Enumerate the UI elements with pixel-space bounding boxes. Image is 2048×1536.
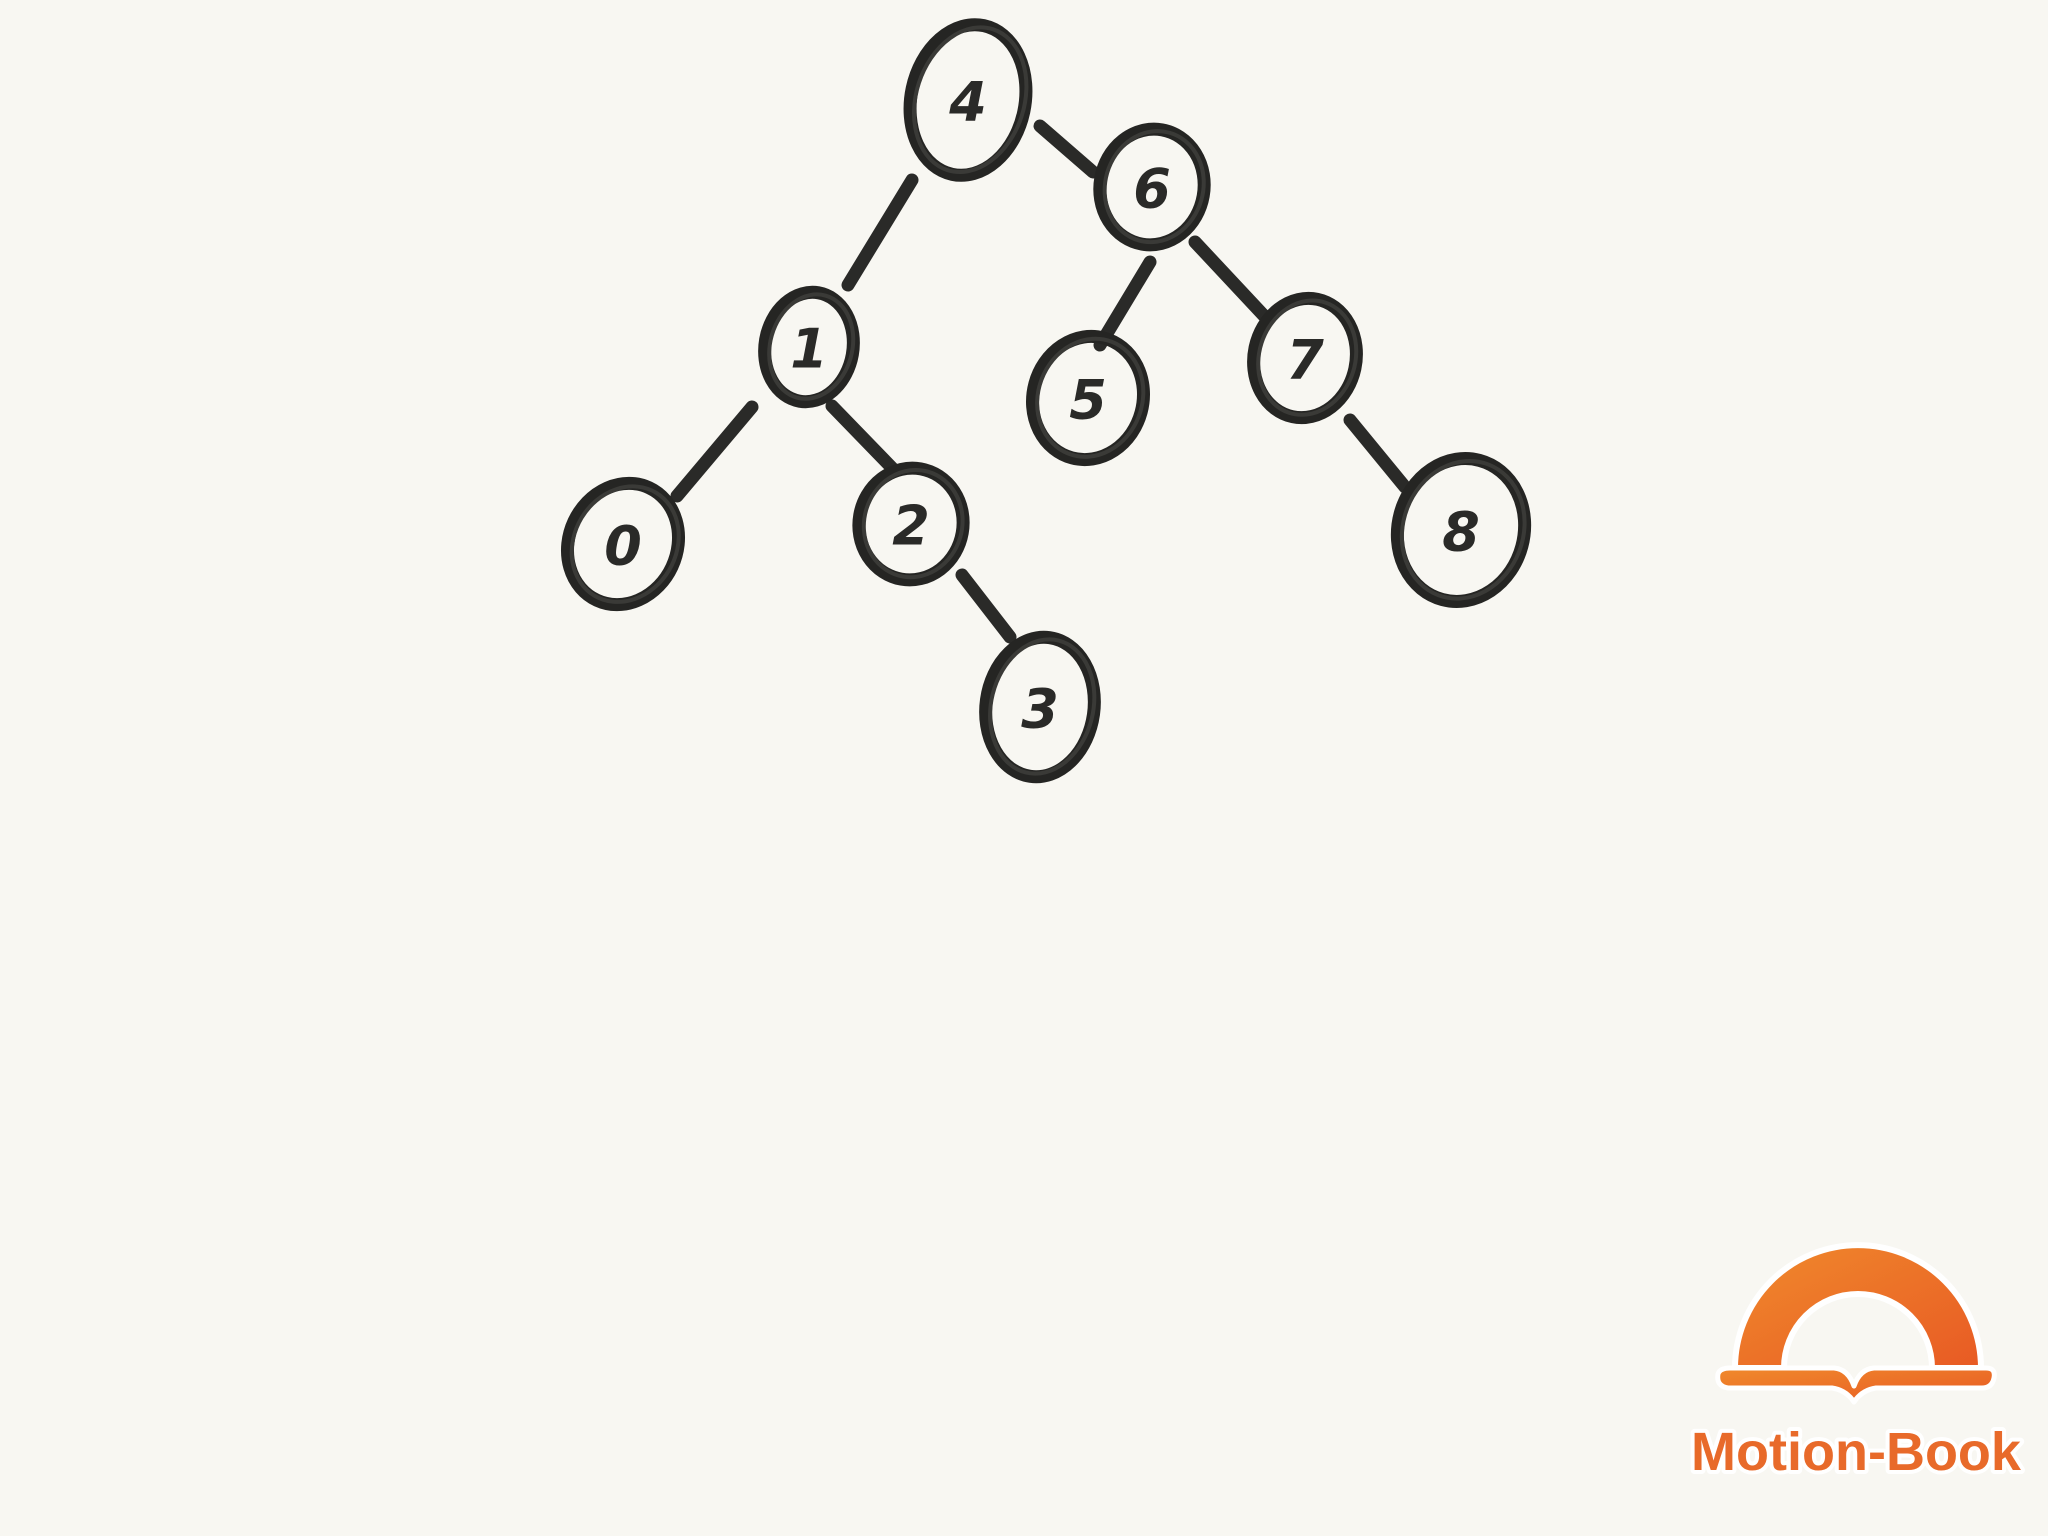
tree-node-3: 3 (979, 630, 1101, 784)
edges (670, 119, 1412, 644)
edge-1-2 (825, 399, 902, 478)
edge-7-8 (1343, 413, 1412, 494)
tree-node-0: 0 (560, 476, 686, 612)
node-label: 0 (604, 515, 642, 578)
tree-node-8: 8 (1390, 452, 1532, 608)
tree-node-4: 4 (903, 18, 1033, 182)
tree-node-1: 1 (758, 285, 860, 409)
node-circle-stroke (767, 292, 856, 401)
edge-2-3 (955, 568, 1017, 644)
node-label: 5 (1069, 369, 1107, 432)
node-circle-stroke (861, 467, 965, 580)
edge-1-0 (670, 400, 759, 503)
node-label: 8 (1442, 501, 1480, 564)
node-circle-stroke (1102, 129, 1206, 245)
node-circle-stroke (911, 25, 1029, 174)
node-circle-stroke (1035, 336, 1146, 459)
node-label: 3 (1021, 678, 1059, 741)
edge-6-7 (1188, 235, 1275, 327)
logo-arch-icon (1732, 1242, 1984, 1371)
tree-node-2: 2 (852, 461, 970, 587)
edge-4-1 (841, 173, 919, 292)
node-circle-stroke (1256, 298, 1359, 417)
node-label: 1 (790, 318, 828, 381)
motion-book-logo: Motion-Book (1687, 1242, 2026, 1486)
logo-book-icon (1715, 1365, 1997, 1405)
node-label: 4 (948, 71, 987, 134)
tree-node-6: 6 (1093, 122, 1211, 252)
tree-node-7: 7 (1247, 291, 1363, 425)
node-label: 7 (1286, 329, 1324, 392)
tree-node-5: 5 (1026, 329, 1150, 467)
logo-text: Motion-Book (1691, 1422, 2022, 1482)
nodes: 4 6 1 5 7 0 2 8 3 (560, 18, 1532, 784)
edge-4-6 (1033, 119, 1100, 179)
node-circle-stroke (1399, 458, 1527, 601)
node-label: 6 (1133, 158, 1171, 221)
node-label: 2 (892, 495, 930, 558)
node-circle-stroke (988, 637, 1097, 776)
node-circle-stroke (569, 484, 681, 604)
edge-6-5 (1093, 255, 1157, 352)
